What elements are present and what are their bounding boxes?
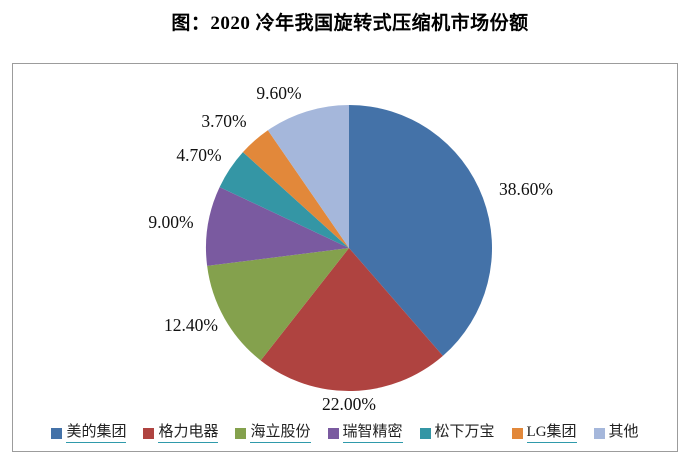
legend-item-6: 其他 [593,423,639,444]
pie-slice-6 [267,105,349,248]
slice-value-label: 12.40% [164,315,218,335]
legend-swatch [327,427,339,439]
legend-item-2: 海立股份 [235,424,311,443]
chart-container: 38.60% 22.00% 12.40% 9.00% 4.70% 3.70% 9.60% 美… [12,63,678,452]
legend-swatch [51,427,63,439]
legend-item-5: LG集团 [511,424,577,443]
legend: 美的集团 格力电器 海立股份 瑞智精密 松下万宝 LG集团 其他 [13,423,677,444]
legend-item-0: 美的集团 [51,424,127,443]
legend-label: 瑞智精密 [342,424,403,443]
chart-title: 图：2020 冷年我国旋转式压缩机市场份额 [171,13,529,34]
legend-item-3: 瑞智精密 [327,424,403,443]
legend-swatch [235,427,247,439]
legend-label: 美的集团 [66,424,127,443]
pie-slice-1 [260,248,443,391]
legend-label: 松下万宝 [434,423,495,440]
legend-swatch [511,427,523,439]
legend-label: 格力电器 [158,424,219,443]
pie-slice-4 [219,152,349,248]
legend-label: 其他 [608,423,639,440]
slice-value-label: 9.00% [148,212,193,232]
slice-value-label: 38.60% [499,179,553,199]
legend-label: 海立股份 [250,424,311,443]
slice-value-label: 4.70% [176,145,221,165]
legend-swatch [143,427,155,439]
legend-item-1: 格力电器 [143,424,219,443]
legend-label: LG集团 [526,424,577,443]
pie-slice-2 [207,248,349,361]
pie-chart: 38.60% 22.00% 12.40% 9.00% 4.70% 3.70% 9.60% [148,83,553,414]
slice-value-label: 3.70% [201,111,246,131]
pie-slice-3 [206,187,349,266]
pie-slice-5 [242,130,349,248]
legend-swatch [419,427,431,439]
slice-value-label: 9.60% [256,83,301,103]
legend-swatch [593,427,605,439]
slice-value-label: 22.00% [322,394,376,414]
pie-slice-0 [349,105,493,356]
legend-item-4: 松下万宝 [419,423,495,444]
